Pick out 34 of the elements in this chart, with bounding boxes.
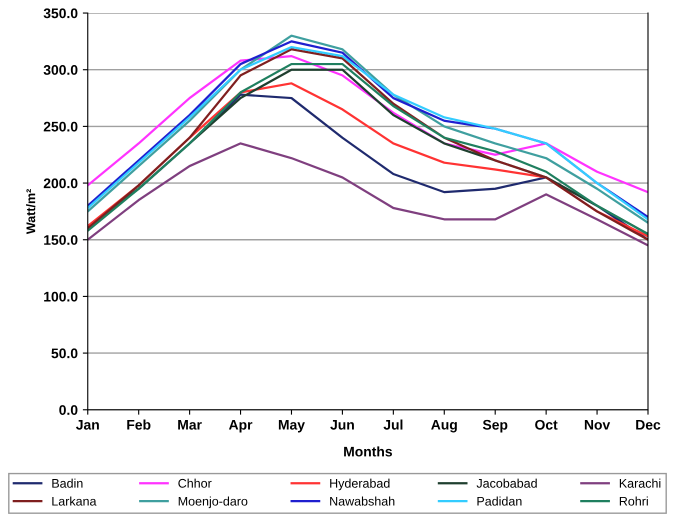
line-series [88, 142, 648, 247]
x-tick-label: Apr [228, 420, 252, 432]
y-tick-label: 50.0 [51, 348, 78, 358]
x-tick-label: Dec [636, 420, 660, 430]
line-series [88, 55, 648, 194]
legend-label: Hyderabad [330, 478, 390, 490]
x-tick-label: Aug [431, 420, 457, 432]
legend-label: Padidan [477, 496, 522, 506]
y-tick-label: 350.0 [44, 8, 78, 18]
x-tick-label: Jun [330, 420, 354, 430]
x-tick-label: Jul [384, 419, 402, 430]
y-tick-label: 200.0 [44, 178, 78, 188]
x-tick-label: Nov [584, 420, 610, 430]
legend-label: Badin [52, 478, 82, 488]
y-tick-label: 0.0 [59, 405, 78, 415]
legend-label: Jacobabad [476, 478, 537, 488]
y-axis-title: Watt/m² [26, 188, 36, 234]
x-tick-label: Sep [482, 420, 508, 432]
legend-label: Nawabshah [330, 496, 394, 506]
x-tick-label: May [278, 420, 305, 432]
x-tick-label: Feb [127, 419, 150, 430]
y-tick-label: 150.0 [44, 235, 78, 245]
x-tick-label: Oct [535, 420, 558, 430]
y-tick-label: 300.0 [44, 65, 78, 75]
y-tick-label: 250.0 [44, 122, 78, 132]
legend-label: Larkana [52, 496, 96, 506]
legend-label: Moenjo-daro [178, 496, 248, 508]
x-tick-label: Mar [178, 420, 202, 430]
legend-label: Chhor [178, 478, 212, 488]
x-axis-title: Months [344, 446, 392, 457]
legend-label: Rohri [620, 496, 648, 506]
legend-label: Karachi [620, 478, 660, 488]
x-tick-label: Jan [76, 420, 99, 430]
y-tick-label: 100.0 [44, 292, 78, 302]
